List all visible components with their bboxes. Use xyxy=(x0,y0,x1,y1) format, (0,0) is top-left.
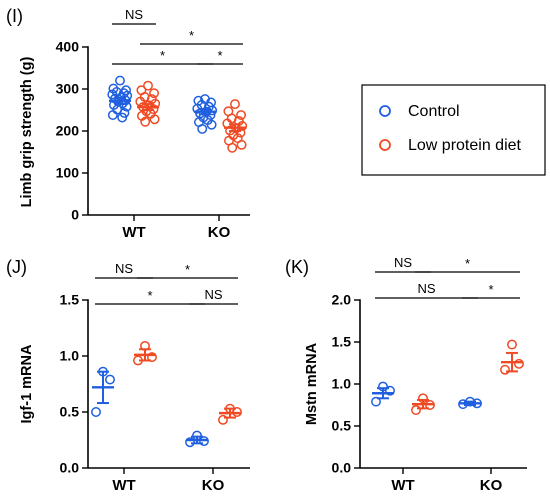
y-axis-label-k: Mstn mRNA xyxy=(304,342,320,425)
data-point xyxy=(121,85,132,96)
panel-label-k: (K) xyxy=(285,257,309,277)
significance-label: NS xyxy=(394,255,412,270)
y-tick-label: 0.5 xyxy=(60,404,80,420)
data-point xyxy=(119,107,130,118)
y-tick-label: 1.0 xyxy=(332,376,352,392)
legend-marker-low-protein xyxy=(379,139,391,151)
x-tick-label-ko: KO xyxy=(480,477,503,494)
x-tick-label-wt: WT xyxy=(112,477,135,494)
data-point xyxy=(117,112,128,123)
y-tick-label: 200 xyxy=(56,123,80,139)
panel-label-i: (I) xyxy=(6,6,23,26)
y-tick-label: 1.0 xyxy=(60,348,80,364)
data-point xyxy=(107,110,118,120)
data-point xyxy=(207,105,218,116)
data-point xyxy=(91,407,101,417)
data-point xyxy=(149,114,160,125)
significance-label: NS xyxy=(115,261,133,276)
legend: Control Low protein diet xyxy=(361,84,546,176)
data-point xyxy=(140,116,151,127)
panel-i-grip-strength: (I) Limb grip strength (g) 0 100 200 300 400… xyxy=(6,6,250,241)
y-tick-label: 1.5 xyxy=(332,334,352,350)
data-point xyxy=(230,99,240,110)
y-tick-label: 400 xyxy=(56,39,80,55)
significance-label: * xyxy=(185,262,190,277)
significance-label: * xyxy=(189,28,194,43)
y-tick-label: 2.0 xyxy=(332,292,352,308)
legend-label-low-protein: Low protein diet xyxy=(408,137,522,154)
data-point xyxy=(206,119,217,130)
y-axis-label-j: Igf-1 mRNA xyxy=(19,344,35,423)
significance-label: NS xyxy=(417,281,435,296)
x-tick-label-wt: WT xyxy=(122,224,145,241)
y-tick-label: 300 xyxy=(56,81,80,97)
x-tick-label-wt: WT xyxy=(391,477,414,494)
significance-label: * xyxy=(465,256,470,271)
legend-label-control: Control xyxy=(408,103,460,120)
data-point xyxy=(514,358,524,369)
y-tick-label: 0 xyxy=(71,207,79,223)
significance-label: NS xyxy=(204,287,222,302)
x-tick-label-ko: KO xyxy=(208,224,231,241)
data-point xyxy=(385,385,395,396)
y-tick-label: 100 xyxy=(56,165,80,181)
legend-box xyxy=(361,84,546,176)
data-point xyxy=(237,121,248,131)
data-point xyxy=(185,437,195,448)
y-tick-label: 0.0 xyxy=(332,460,352,476)
panel-label-j: (J) xyxy=(6,257,27,277)
data-point xyxy=(149,88,160,99)
y-axis-label-i: Limb grip strength (g) xyxy=(19,57,35,208)
y-tick-label: 1.5 xyxy=(60,292,80,308)
data-point xyxy=(143,80,153,91)
data-point xyxy=(197,123,208,134)
significance-label: NS xyxy=(125,7,143,22)
panel-j-igf1: (J) Igf-1 mRNA 0.0 0.5 1.0 1.5 WT KO NS * * NS xyxy=(6,257,250,494)
data-point xyxy=(115,75,125,86)
significance-label: * xyxy=(160,48,165,63)
data-point xyxy=(105,374,115,385)
data-point xyxy=(121,101,132,112)
panel-k-mstn: (K) Mstn mRNA 0.0 0.5 1.0 1.5 2.0 WT KO NS * NS * xyxy=(285,255,527,494)
data-point xyxy=(507,339,517,350)
significance-label: * xyxy=(217,48,222,63)
data-point xyxy=(227,142,238,153)
data-point xyxy=(147,352,157,363)
legend-marker-control xyxy=(379,105,391,117)
data-point xyxy=(236,110,247,120)
significance-label: * xyxy=(488,282,493,297)
y-tick-label: 0.5 xyxy=(332,418,352,434)
data-point xyxy=(500,364,510,375)
data-point xyxy=(236,139,247,150)
data-point xyxy=(218,414,228,425)
data-point xyxy=(108,83,119,94)
data-point xyxy=(371,396,381,407)
data-point xyxy=(411,405,421,415)
y-tick-label: 0.0 xyxy=(60,460,80,476)
data-point xyxy=(135,96,146,107)
x-tick-label-ko: KO xyxy=(202,477,225,494)
significance-label: * xyxy=(147,288,152,303)
